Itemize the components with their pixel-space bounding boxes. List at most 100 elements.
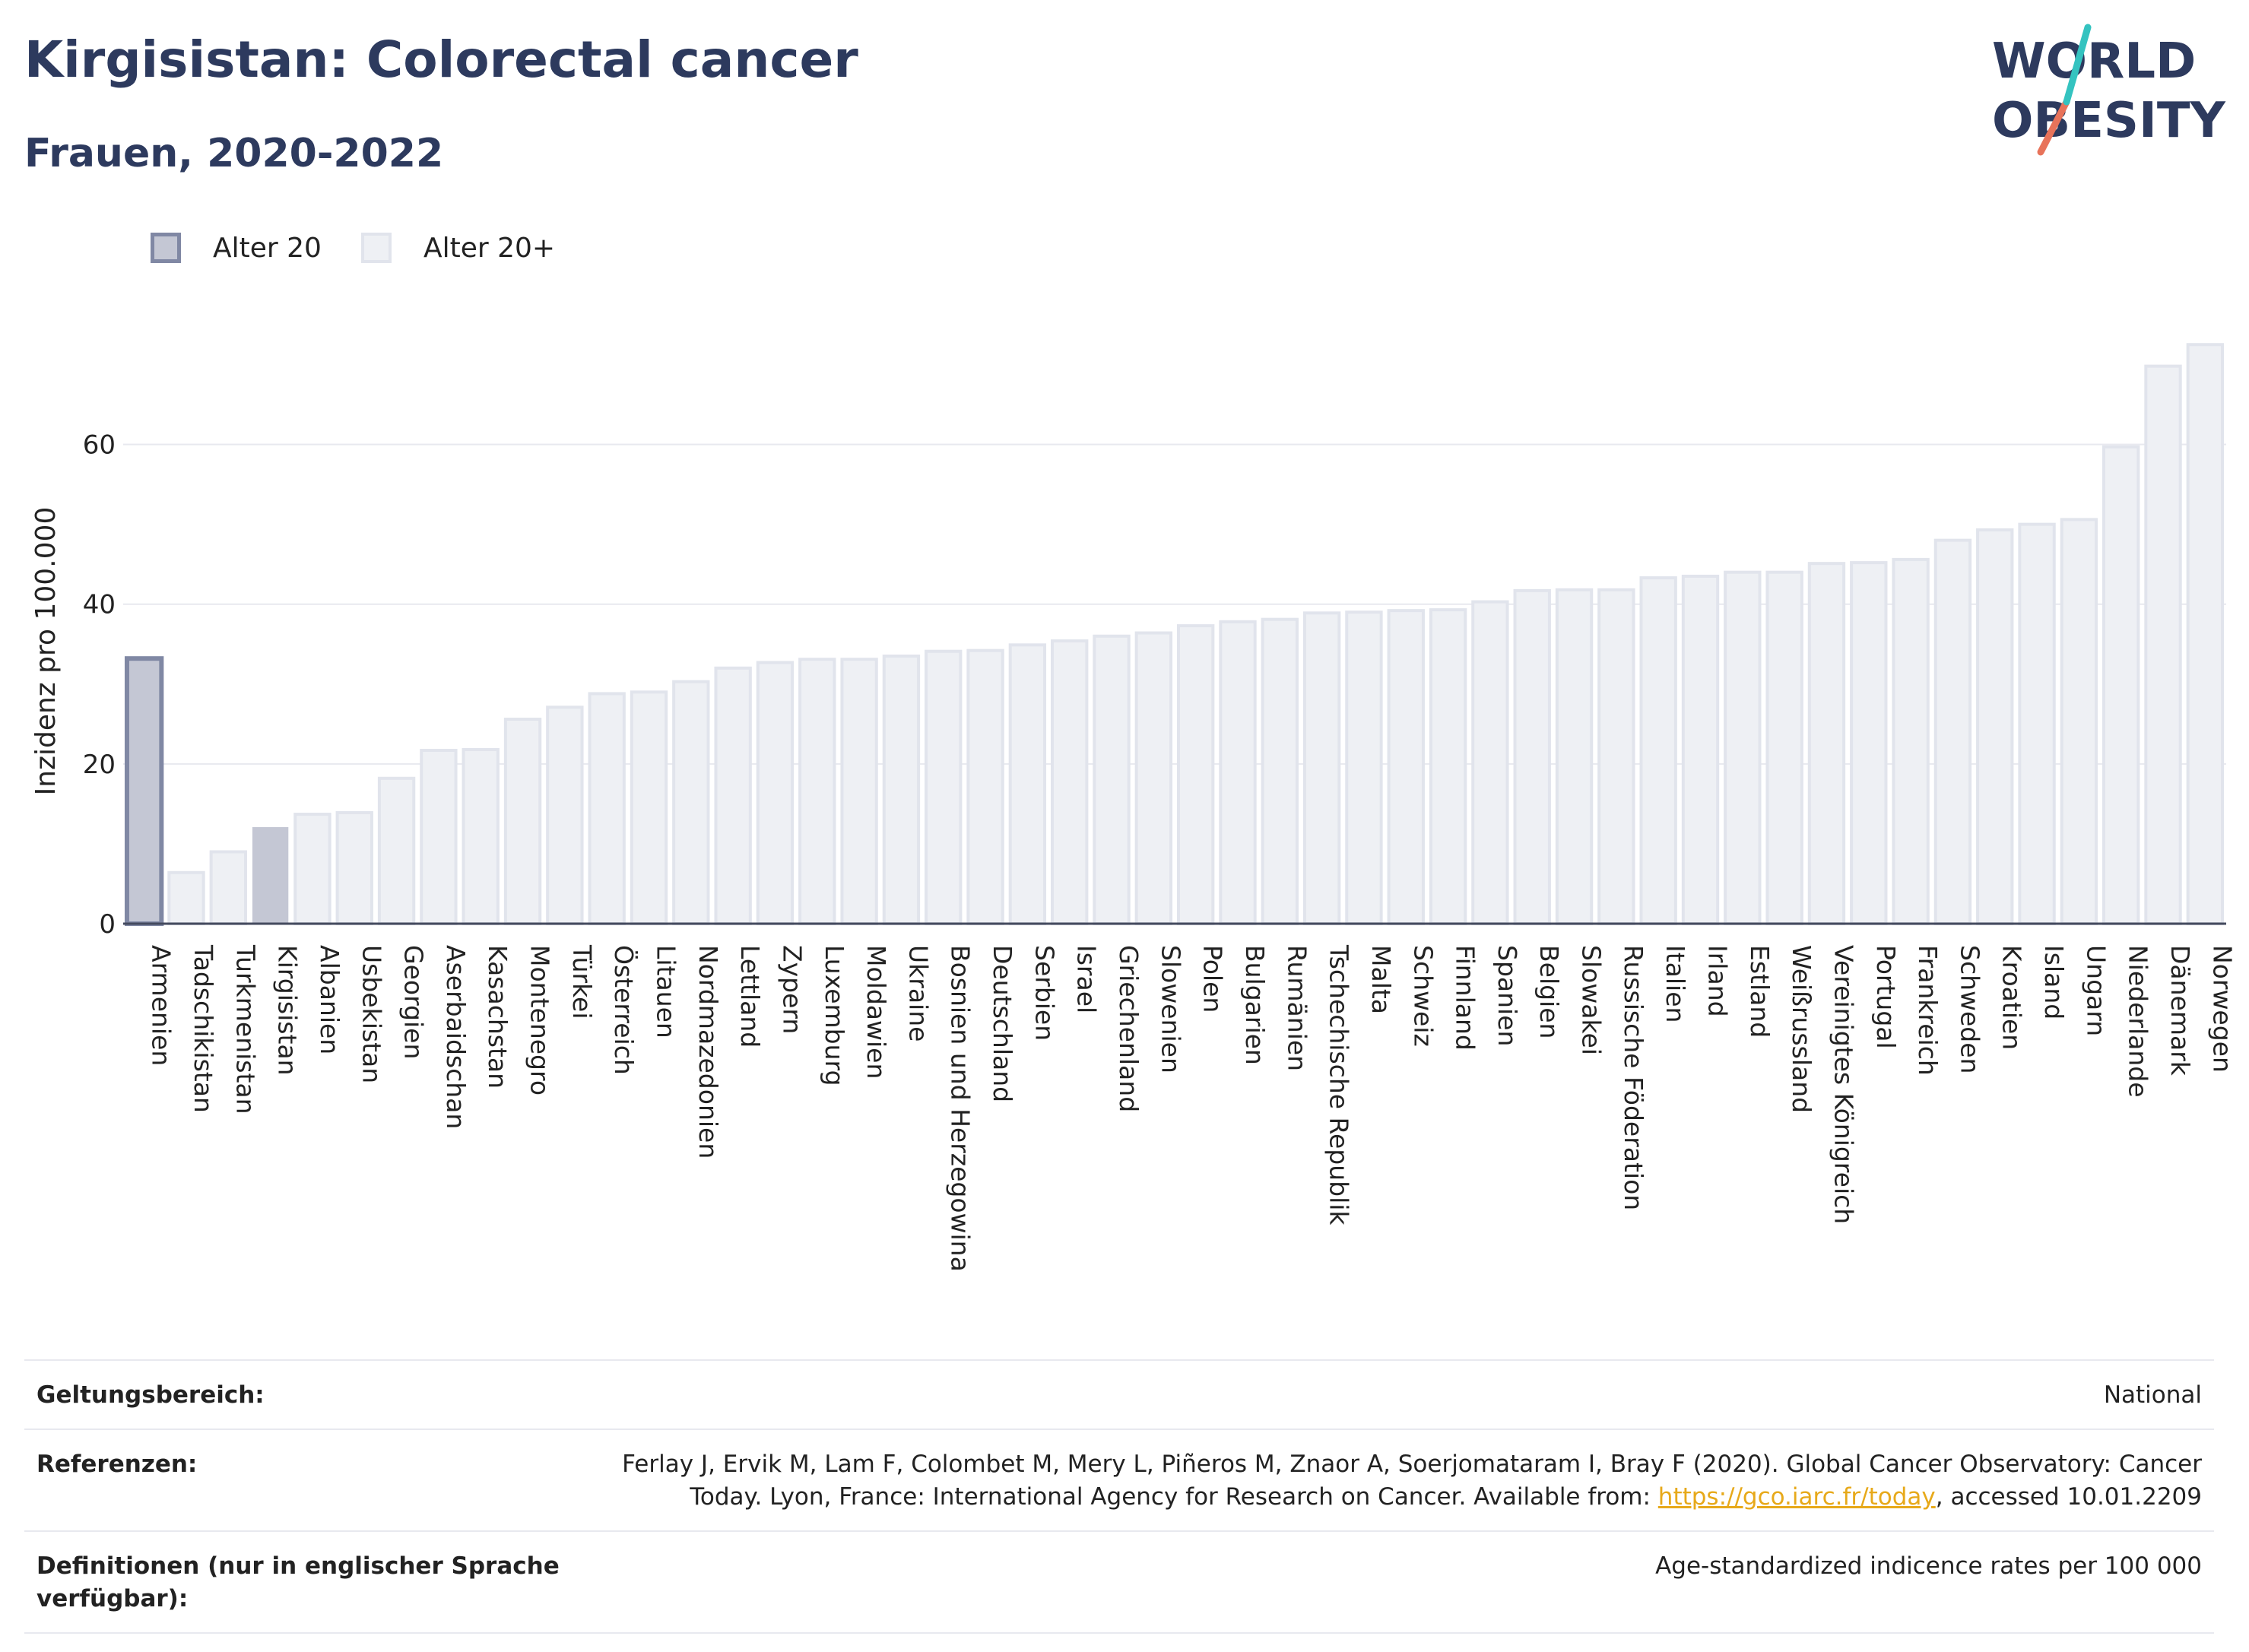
references-value: Ferlay J, Ervik M, Lam F, Colombet M, Me… [575,1448,2202,1514]
references-link[interactable]: https://gco.iarc.fr/today [1657,1483,1936,1511]
x-tick-label-vereinigtes-k-nigreich: Vereinigtes Königreich [1829,945,1858,1224]
bar-bosnien-und-herzegowina [925,649,963,925]
x-tick-label-wei-russland: Weißrussland [1787,945,1816,1113]
chart-subtitle: Frauen, 2020-2022 [24,131,444,176]
meta-row-references: Referenzen: Ferlay J, Ervik M, Lam F, Co… [24,1428,2214,1530]
x-tick-label-ukraine: Ukraine [903,945,933,1042]
bar-finnland [1429,608,1467,925]
x-tick-label-zypern: Zypern [777,945,807,1034]
bar-kasachstan [462,747,500,925]
x-tick-label-georgien: Georgien [399,945,429,1059]
x-tick-label-kasachstan: Kasachstan [483,945,512,1089]
bar-italien [1639,576,1677,925]
bar-griechenland [1093,634,1131,925]
x-tick-label-d-nemark: Dänemark [2165,945,2195,1076]
x-tick-label-nordmazedonien: Nordmazedonien [693,945,723,1159]
bar-chart: 0 20 40 60 Inzidenz pro 100.000 Armenien Tadsc… [30,343,2237,1272]
x-tick-label-polen: Polen [1198,945,1228,1013]
bar-tadschikistan [167,870,205,925]
x-tick-label-moldawien: Moldawien [861,945,891,1079]
y-axis-title: Inzidenz pro 100.000 [30,507,62,796]
bar-deutschland [966,648,1004,925]
x-tick-label-armenien: Armenien [147,945,176,1066]
logo-line-1: WORLD [1992,33,2196,90]
x-tick-label--sterreich: Österreich [609,945,639,1075]
x-tick-label-luxemburg: Luxemburg [820,945,849,1086]
meta-row-coverage: Geltungsbereich: National [24,1359,2214,1428]
bar-luxemburg [798,658,836,925]
chart-legend: Alter 20 Alter 20+ [151,225,595,271]
x-tick-label-niederlande: Niederlande [2124,945,2153,1098]
bar-albanien [293,813,331,925]
legend-item-alter-20[interactable]: Alter 20 [151,233,322,264]
bar-nordmazedonien [672,680,710,925]
bar--sterreich [588,692,626,925]
bar-niederlande [2102,445,2140,925]
bar-irland [1681,574,1720,925]
bar-serbien [1008,643,1047,925]
metadata-table: Geltungsbereich: National Referenzen: Fe… [24,1359,2214,1634]
x-tick-label-montenegro: Montenegro [525,945,555,1096]
logo-slash-teal [2063,24,2092,106]
bar-vereinigtes-k-nigreich [1807,562,1846,925]
bar-lettland [714,666,752,925]
x-tick-label-slowenien: Slowenien [1156,945,1185,1073]
x-tick-label-estland: Estland [1745,945,1775,1038]
bar-aserbaidschan [420,749,458,925]
x-tick-label-schweden: Schweden [1955,945,1984,1073]
bar-ukraine [882,655,921,925]
y-tick-label-60: 60 [83,430,116,461]
y-tick-label-0: 0 [99,909,116,940]
x-tick-label-kroatien: Kroatien [1997,945,2027,1050]
x-tick-label-griechenland: Griechenland [1114,945,1144,1112]
bar-israel [1051,639,1089,925]
x-tick-label-serbien: Serbien [1029,945,1059,1041]
x-tick-label-italien: Italien [1661,945,1690,1023]
x-tick-label-belgien: Belgien [1534,945,1564,1038]
x-tick-label-turkmenistan: Turkmenistan [230,944,260,1115]
bar-ungarn [2060,518,2098,925]
x-tick-label-israel: Israel [1072,945,1102,1013]
x-tick-label-bulgarien: Bulgarien [1240,945,1270,1065]
x-tick-label-frankreich: Frankreich [1913,945,1943,1076]
logo-slash-red [2037,98,2070,156]
bar-schweiz [1387,609,1425,925]
bar-schweden [1933,538,1972,925]
bar-zypern [756,661,795,925]
x-tick-label-usbekistan: Usbekistan [357,945,386,1083]
bar-kroatien [1976,528,2014,925]
bar-malta [1345,610,1383,925]
bar-spanien [1471,600,1509,925]
bar-kirgisistan [252,826,289,924]
x-tick-label-kirgisistan: Kirgisistan [273,945,303,1076]
x-tick-label-norwegen: Norwegen [2207,945,2237,1073]
bar-norwegen [2186,343,2225,926]
bar-montenegro [503,718,542,925]
y-tick-label-40: 40 [83,590,116,620]
chart-title: Kirgisistan: Colorectal cancer [24,30,858,89]
x-tick-label-bosnien-und-herzegowina: Bosnien und Herzegowina [946,945,975,1272]
bar-armenien [124,656,164,926]
x-tick-label-aserbaidschan: Aserbaidschan [441,945,471,1129]
bar-moldawien [840,658,878,925]
logo-line-2: OBESITY [1992,93,2225,149]
x-tick-label-deutschland: Deutschland [988,945,1017,1102]
legend-item-alter-20-plus[interactable]: Alter 20+ [360,233,555,264]
coverage-value: National [2103,1381,2202,1409]
x-tick-label-portugal: Portugal [1871,945,1901,1049]
legend-swatch-alter-20 [151,233,181,263]
references-text: Ferlay J, Ervik M, Lam F, Colombet M, Me… [622,1451,2202,1511]
bar-slowenien [1134,631,1173,925]
x-tick-label-slowakei: Slowakei [1577,945,1607,1055]
x-tick-label-lettland: Lettland [735,945,765,1048]
world-obesity-logo: WORLD OBESITY [1992,24,2225,156]
bar-tschechische-republik [1302,611,1341,925]
x-tick-label-island: Island [2039,945,2069,1019]
bar-turkmenistan [209,850,247,925]
x-tick-label-tschechische-republik: Tschechische Republik [1324,944,1354,1226]
bar-russische-f-deration [1597,588,1635,925]
x-tick-label-schweiz: Schweiz [1408,945,1438,1047]
x-tick-label-t-rkei: Türkei [567,944,597,1019]
x-tick-label-irland: Irland [1703,945,1733,1017]
x-tick-label-malta: Malta [1366,945,1396,1014]
